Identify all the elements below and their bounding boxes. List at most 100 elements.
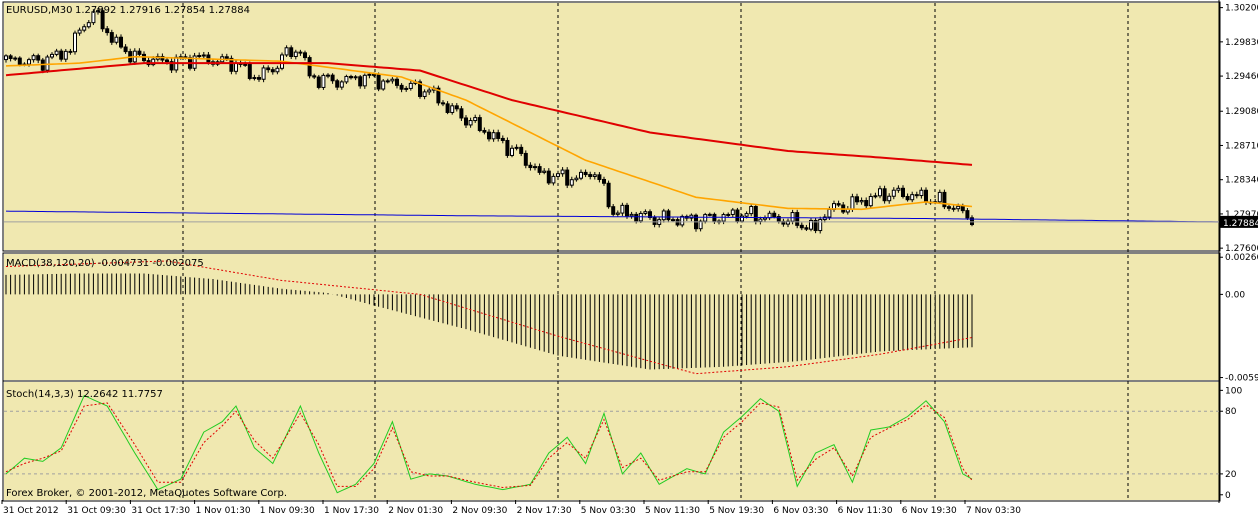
candle [500,135,505,144]
candle-body [17,57,22,65]
stoch-tick-label: 80 [1225,407,1237,417]
candle-body [358,76,363,87]
candle-body [31,55,36,61]
candle [772,210,777,219]
candle-body [36,55,41,61]
candle-body [229,57,234,72]
candle-body [395,78,399,86]
candle [468,117,473,128]
candle [418,79,422,99]
candle [344,74,349,84]
candle-body [4,55,8,61]
candle [82,24,87,33]
candle [565,167,570,189]
candle-body [436,87,441,104]
candle-body [597,174,602,180]
candle [694,213,698,232]
candle [86,20,91,29]
candle [284,45,289,57]
candle-body [942,191,947,208]
candle-body [119,36,123,48]
candle-body [643,211,648,214]
candle [473,114,478,123]
candle-body [648,211,652,218]
candle [735,207,740,224]
candle-body [551,175,556,184]
candle-body [809,219,813,230]
candle-body [362,74,367,87]
candle-body [63,50,68,60]
candle-body [77,29,82,34]
series-layer [4,7,1219,494]
candle [901,185,905,199]
candle [878,185,882,199]
candle [252,74,257,81]
candle [606,180,611,209]
candle-body [86,22,91,28]
candle [726,212,731,218]
candle [100,7,105,32]
time-tick-label: 6 Nov 19:30 [902,506,957,516]
time-tick-label: 7 Nov 03:30 [966,506,1021,516]
candle-body [390,78,395,82]
candle [487,129,491,142]
candle [666,208,671,223]
macd-label: MACD(38,120,20) -0.004731 -0.002075 [6,258,204,269]
candle-body [661,210,666,221]
candle-body [680,215,685,226]
candle-body [68,50,73,53]
candle-body [905,195,910,201]
candle-body [744,213,749,217]
candle [671,217,675,222]
stoch-main-line [5,394,973,494]
candle-body [569,179,574,186]
candle [891,187,896,200]
candle-body [891,189,896,197]
candle-body [873,195,878,198]
candle-body [611,206,616,215]
candle-body [592,174,597,177]
candle-body [887,195,892,202]
candle [482,127,487,135]
candle-body [698,220,703,230]
candle [648,209,652,220]
candle [31,53,36,63]
candle-body [367,73,372,76]
candle [381,78,386,91]
candle-body [82,26,87,31]
candle-body [712,213,717,223]
candle-body [303,52,307,59]
price-tick-label: 1.28340 [1225,176,1258,186]
candle-body [914,194,919,197]
candle-body [500,137,505,141]
candle-body [671,219,675,222]
candle-body [882,188,887,202]
candle [408,81,413,91]
candle [459,105,464,121]
candle-body [579,171,583,179]
candle-body [799,224,804,229]
candle-body [859,200,864,203]
candle-body [772,212,777,218]
candle [63,49,68,63]
candle [450,103,455,115]
candle [339,80,344,90]
candle-body [73,32,77,53]
candle [740,214,744,223]
candle-body [795,212,800,226]
candle [560,167,565,177]
candle [477,114,482,133]
candle [404,86,409,92]
time-tick-label: 31 Oct 17:30 [131,506,190,516]
candle [707,212,712,217]
candle-body [537,166,542,173]
candle-body [937,191,942,203]
candle [551,173,556,186]
candle [864,197,869,209]
candle-body [344,75,349,83]
candle [611,204,616,217]
candle [514,144,519,151]
candle-body [335,80,340,88]
candle [914,191,919,199]
